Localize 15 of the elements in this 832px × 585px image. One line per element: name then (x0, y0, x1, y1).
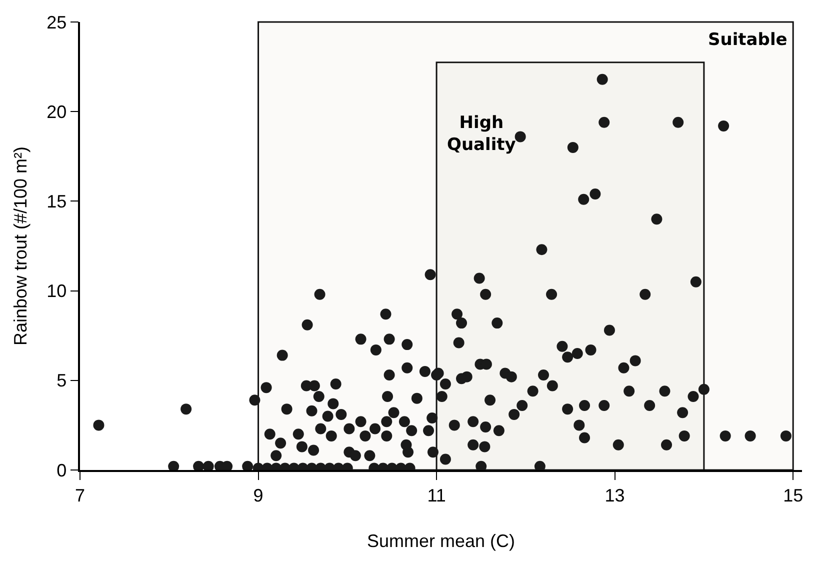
y-tick-label: 10 (46, 281, 67, 302)
band-label: Suitable (708, 30, 788, 50)
band-label: High Quality (447, 113, 516, 156)
x-tick-label: 13 (604, 485, 625, 506)
y-tick-label: 25 (46, 12, 67, 32)
x-tick-label: 7 (74, 485, 86, 506)
y-axis-title: Rainbow trout (#/100 m²) (10, 146, 30, 346)
x-tick-label: 15 (783, 485, 804, 506)
y-tick-label: 5 (56, 370, 67, 391)
y-tick-label: 20 (46, 102, 67, 122)
x-tick-label: 9 (253, 485, 264, 506)
x-axis-title: Summer mean (C) (366, 530, 516, 551)
x-tick-label: 11 (427, 485, 446, 506)
y-tick-label: 0 (56, 460, 67, 480)
y-tick-label: 15 (46, 192, 67, 212)
